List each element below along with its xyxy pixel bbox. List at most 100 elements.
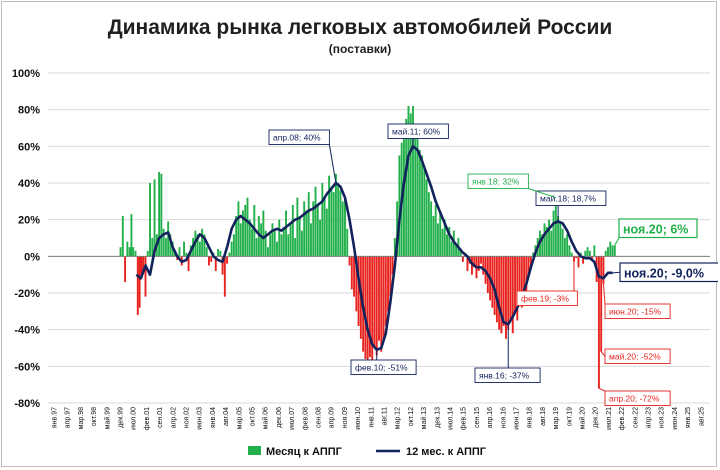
bar <box>251 228 253 257</box>
x-tick-label: авг.25 <box>698 407 705 426</box>
bar <box>520 256 523 308</box>
bar <box>282 227 285 257</box>
bar <box>607 247 609 257</box>
bar <box>158 172 161 257</box>
x-tick-label: ноя.02 <box>184 407 191 428</box>
y-tick-label: 40% <box>18 178 40 190</box>
legend: Месяц к АППГ 12 мес. к АППГ <box>248 446 487 458</box>
x-tick-label: дек.20 <box>593 407 600 428</box>
x-tick-label: июн.17 <box>514 407 521 430</box>
bar <box>366 256 369 363</box>
bar <box>364 256 367 359</box>
bar <box>387 256 390 312</box>
x-tick-label: окт.05 <box>250 407 257 426</box>
x-tick-label: сен.01 <box>157 407 164 428</box>
bar <box>119 247 122 257</box>
bar <box>134 250 137 257</box>
bar <box>575 256 578 259</box>
bar <box>344 197 346 257</box>
bar <box>146 250 149 257</box>
bar <box>294 238 297 257</box>
x-tick-label: мар.19 <box>553 407 560 429</box>
y-axis-ticks: 100% 80% 60% 40% 20% 0% -20% -40% -60% -80% <box>12 68 40 410</box>
bar <box>443 219 446 257</box>
annotation-box <box>619 262 718 283</box>
annotation-box <box>604 303 671 319</box>
bar <box>228 252 231 257</box>
bar <box>151 238 154 257</box>
bar <box>221 256 224 275</box>
bar <box>502 256 505 326</box>
annotation-label: ноя.20; -9,0% <box>624 267 704 281</box>
bar <box>498 256 501 330</box>
annotation-leader <box>328 144 337 184</box>
bar <box>316 205 319 257</box>
bar <box>391 256 394 275</box>
bar <box>604 250 607 257</box>
annotation-box <box>467 173 529 189</box>
bar <box>423 168 426 257</box>
bar <box>164 238 167 257</box>
bar <box>493 256 496 315</box>
x-tick-label: июл.07 <box>289 407 296 430</box>
bar <box>471 256 473 275</box>
bar <box>545 227 548 257</box>
x-tick-label: авг.11 <box>382 407 389 426</box>
x-tick-label: окт.98 <box>91 407 98 426</box>
annotation-label: май.11; 60% <box>392 127 441 137</box>
bar <box>162 228 165 257</box>
bar <box>314 186 317 257</box>
bar <box>500 256 503 334</box>
bar <box>357 256 360 326</box>
bar <box>237 201 240 257</box>
bar <box>242 210 244 257</box>
bar <box>178 247 181 257</box>
bar <box>325 208 328 257</box>
bar <box>505 256 507 339</box>
bar <box>511 256 514 334</box>
bar <box>525 256 528 293</box>
annotation-box <box>535 190 607 206</box>
x-tick-label: окт.12 <box>408 407 415 426</box>
bar <box>407 106 410 257</box>
legend-item: Месяц к АППГ <box>248 446 343 458</box>
bar <box>235 216 238 257</box>
bar <box>384 256 387 326</box>
annotation-label: июн.20; -15% <box>609 307 662 317</box>
x-tick-label: июл.21 <box>606 407 613 430</box>
x-tick-label: мар.98 <box>78 407 85 429</box>
bar <box>348 256 351 266</box>
annotation-label: май.20; -52% <box>609 352 661 362</box>
bar <box>427 192 430 257</box>
series-line-12m <box>135 145 613 352</box>
bar <box>434 205 437 257</box>
bar <box>130 214 133 257</box>
bar <box>554 197 557 257</box>
bar <box>552 210 555 257</box>
x-tick-label: фев.15 <box>461 407 468 430</box>
bar <box>140 256 143 275</box>
bar <box>232 234 235 257</box>
bar <box>198 241 201 257</box>
x-tick-label: ноя.09 <box>342 407 349 428</box>
bar <box>149 183 151 257</box>
bar <box>602 256 605 284</box>
bar <box>353 256 356 297</box>
bar <box>298 216 301 257</box>
x-tick-label: июл.14 <box>448 407 455 430</box>
bar <box>273 228 276 257</box>
bar <box>271 223 274 257</box>
annotation-box <box>350 359 417 375</box>
bar <box>142 256 145 271</box>
bar <box>266 247 269 257</box>
bar <box>300 230 303 257</box>
bar <box>527 256 530 275</box>
annotation-leader <box>602 283 606 305</box>
bar <box>255 238 258 257</box>
x-tick-label: апр.16 <box>487 407 494 428</box>
bar <box>389 256 392 297</box>
bar <box>582 256 584 264</box>
bar <box>337 183 340 257</box>
annotation-label: янв.18; 32% <box>472 177 520 187</box>
bar <box>132 247 135 257</box>
